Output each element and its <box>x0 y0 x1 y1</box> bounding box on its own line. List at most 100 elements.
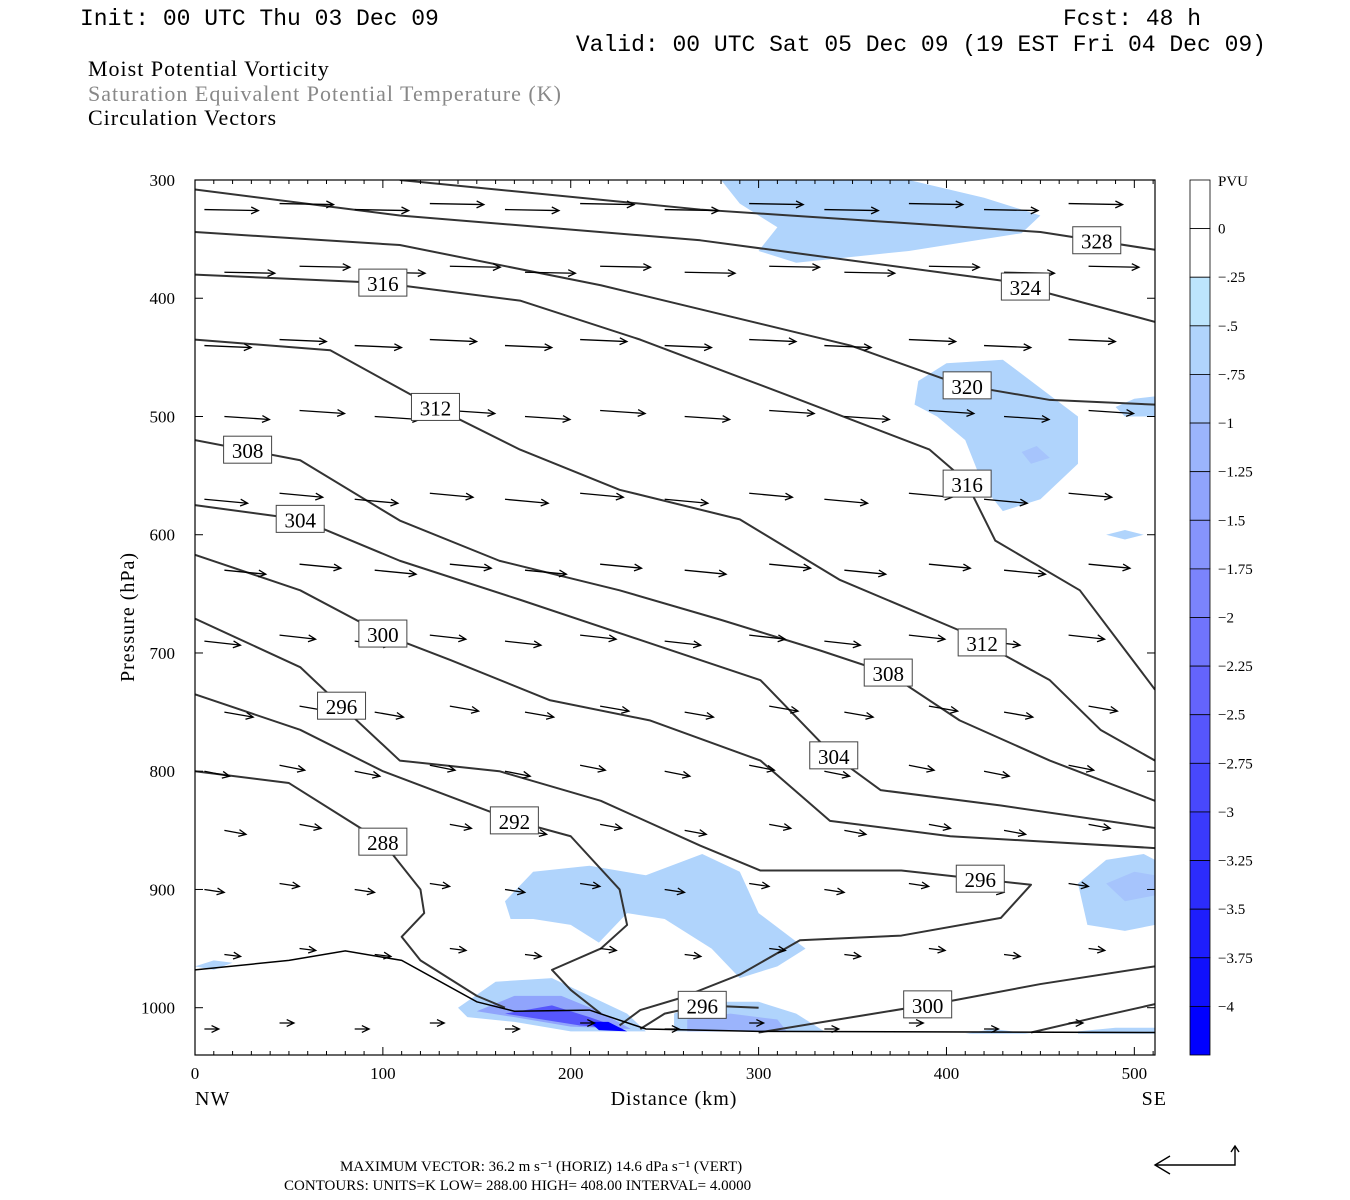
wind-vector <box>279 634 318 643</box>
colorbar-label: −3 <box>1218 805 1234 821</box>
wind-vector <box>374 951 393 960</box>
contour-292 <box>195 693 629 1015</box>
wind-vector <box>749 764 776 773</box>
contour-label-box <box>942 469 992 498</box>
wind-vector <box>1088 823 1112 832</box>
contour-label-box <box>1072 226 1122 255</box>
wind-vector <box>684 951 703 960</box>
colorbar-label: −1.5 <box>1218 513 1245 529</box>
axes: 0 100 200 300 400 500 300 400 500 600 700 800 900 100… <box>141 171 1155 1083</box>
colorbar-bin <box>1189 617 1211 667</box>
wind-vector <box>224 569 268 578</box>
x-tick-label: 400 <box>934 1064 960 1083</box>
contour-label: 308 <box>232 439 264 463</box>
wind-vector <box>824 770 852 779</box>
wind-vector <box>769 705 800 714</box>
wind-vector <box>684 711 715 720</box>
wind-vector <box>844 711 875 720</box>
colorbar-bin <box>1189 908 1211 959</box>
wind-vector <box>429 881 452 890</box>
nw-label: NW <box>195 1088 230 1110</box>
se-label: SE <box>1142 1088 1167 1110</box>
colorbar-label: −4 <box>1218 999 1234 1015</box>
wind-vector <box>429 1018 446 1027</box>
wind-vector <box>749 634 787 643</box>
contour-label-box <box>677 990 727 1019</box>
wind-vector <box>1068 200 1125 209</box>
wind-vector <box>374 711 405 720</box>
wind-vector <box>844 269 897 278</box>
wind-vector <box>449 823 473 832</box>
contour-304 <box>195 504 1155 829</box>
wind-vector <box>299 263 352 272</box>
x-tick-label: 0 <box>191 1064 200 1083</box>
contours-info-text: CONTOURS: UNITS=K LOW= 288.00 HIGH= 408.… <box>284 1178 751 1194</box>
wind-vector <box>684 569 728 578</box>
wind-vector <box>204 206 260 215</box>
wind-vector <box>279 1018 296 1027</box>
wind-vector <box>354 1024 371 1033</box>
contour-label-box <box>275 504 325 533</box>
wind-vector <box>908 634 947 643</box>
wind-vector <box>299 945 318 954</box>
wind-vector <box>580 764 607 773</box>
wind-vector <box>224 711 255 720</box>
wind-vector <box>928 823 952 832</box>
wind-vector <box>429 634 468 643</box>
contour-296 <box>195 617 1033 1027</box>
colorbar-bin <box>1189 179 1211 230</box>
wind-vector <box>1088 263 1141 272</box>
wind-vector <box>1003 569 1047 578</box>
colorbar-label: −2.75 <box>1218 756 1253 772</box>
contour-label-box <box>358 827 408 856</box>
max-vector-text: MAXIMUM VECTOR: 36.2 m s⁻¹ (HORIZ) 14.6 … <box>340 1159 742 1175</box>
colorbar-bin <box>1189 957 1211 1007</box>
wind-vector <box>524 951 543 960</box>
wind-vector <box>1068 634 1107 643</box>
wind-vector <box>449 563 493 572</box>
colorbar-label: −1.75 <box>1218 562 1253 578</box>
y-tick-label: 700 <box>150 644 176 663</box>
wind-vector <box>824 498 870 507</box>
colorbar-title: PVU <box>1218 174 1248 190</box>
y-tick-label: 900 <box>150 880 176 899</box>
wind-vector <box>928 263 981 272</box>
wind-vector <box>600 705 631 714</box>
contour-label: 304 <box>284 508 316 532</box>
valid-time: Valid: 00 UTC Sat 05 Dec 09 (19 EST Fri … <box>576 32 1266 58</box>
pv-region <box>589 1021 628 1032</box>
wind-vector <box>279 492 325 501</box>
wind-vector <box>749 1018 766 1027</box>
contour-label-box <box>809 741 859 770</box>
contour-label: 316 <box>951 473 983 497</box>
wind-vector <box>580 881 602 890</box>
contour-label: 300 <box>912 994 944 1018</box>
wind-vector <box>580 634 618 643</box>
wind-vector <box>1068 1018 1085 1027</box>
contour-label: 328 <box>1081 230 1113 254</box>
wind-vector <box>279 200 336 209</box>
wind-vector <box>354 498 400 507</box>
y-tick-label: 600 <box>150 526 176 545</box>
contour-label: 296 <box>686 994 718 1018</box>
colorbar-bin <box>1189 714 1211 764</box>
pv-region <box>1106 530 1144 540</box>
contour-labels: 328 324 320 316 316 312 312 308 308 304 304 300 296 2… <box>223 226 1122 1019</box>
wind-vector <box>354 206 411 215</box>
contour-label-box <box>358 619 408 648</box>
wind-vector <box>928 409 976 418</box>
colorbar-label: 0 <box>1218 222 1226 238</box>
wind-vector <box>600 563 644 572</box>
wind-vector <box>204 640 242 649</box>
wind-vector <box>749 337 798 346</box>
wind-vector <box>844 951 863 960</box>
reference-vector-icon <box>1153 1144 1240 1175</box>
wind-vector <box>299 563 343 572</box>
init-time: Init: 00 UTC Thu 03 Dec 09 <box>80 6 439 32</box>
wind-vector <box>524 415 572 424</box>
x-tick-label: 500 <box>1122 1064 1148 1083</box>
wind-vector <box>580 337 629 346</box>
wind-vector <box>908 337 958 346</box>
wind-vector <box>600 409 647 418</box>
ground-line <box>195 950 1155 1034</box>
